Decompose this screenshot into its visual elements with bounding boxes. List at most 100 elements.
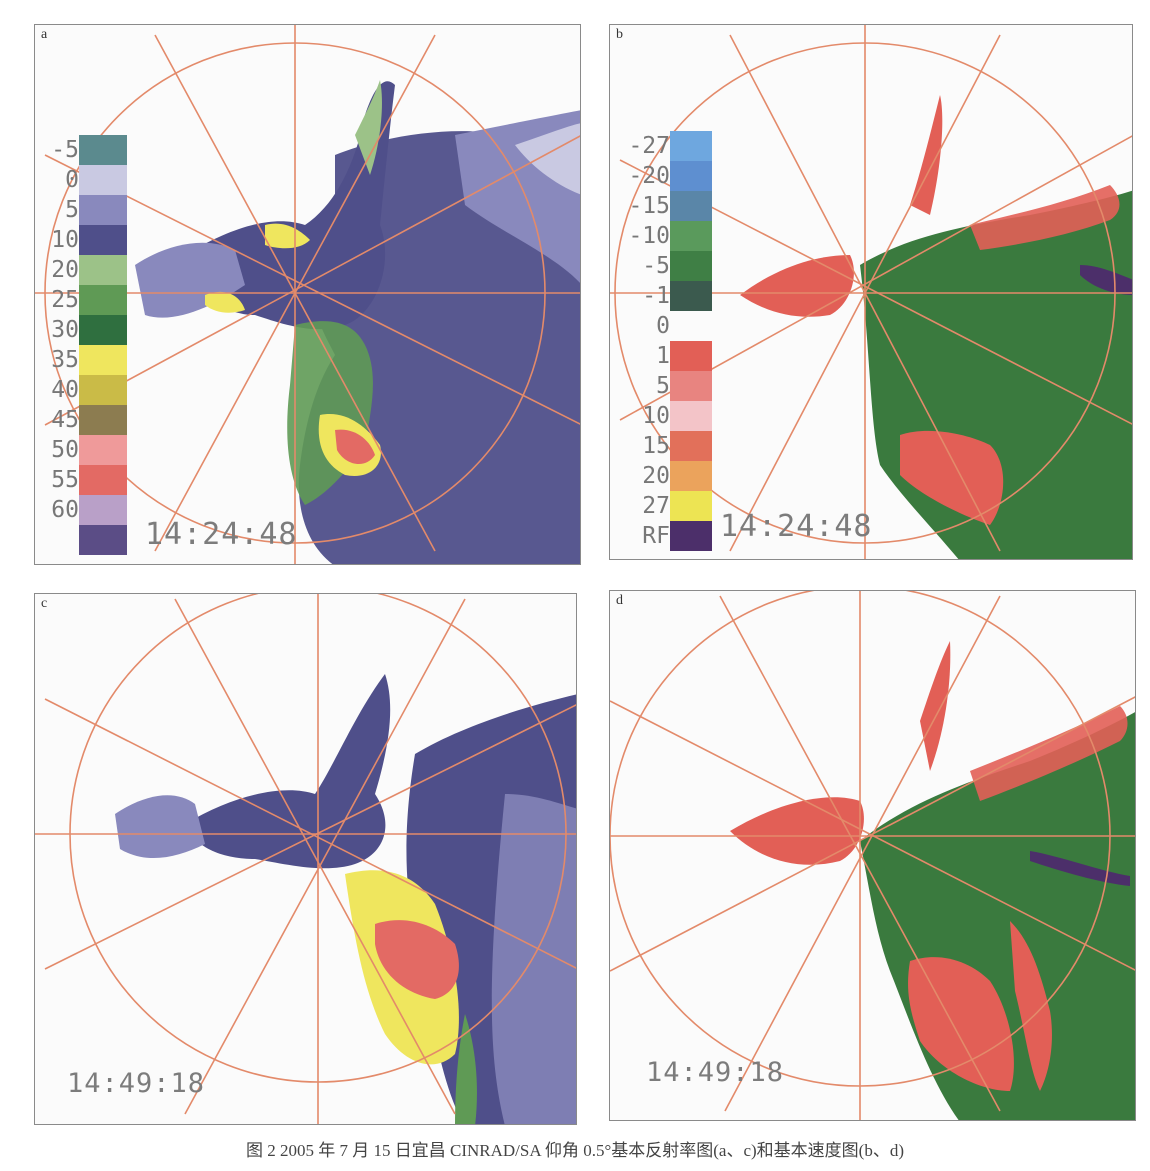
legend-entry: -27 — [618, 131, 712, 161]
legend-swatch — [670, 431, 712, 461]
legend-label: -10 — [628, 223, 670, 249]
legend-entry: 15 — [618, 431, 712, 461]
legend-label: -1 — [642, 283, 670, 309]
legend-label: -27 — [628, 133, 670, 159]
legend-entry: -20 — [618, 161, 712, 191]
legend-swatch — [670, 191, 712, 221]
legend-label: 45 — [51, 407, 79, 433]
legend-label: 20 — [51, 257, 79, 283]
legend-entry: 40 — [43, 375, 127, 405]
legend-entry: 10 — [618, 401, 712, 431]
radar-map-d — [610, 591, 1135, 1120]
legend-label: -15 — [628, 193, 670, 219]
legend-entry: -5 — [43, 135, 127, 165]
legend-label: 1 — [656, 343, 670, 369]
legend-entry — [43, 525, 127, 555]
legend-swatch — [670, 461, 712, 491]
timestamp: 14:49:18 — [67, 1068, 206, 1099]
legend-swatch — [670, 491, 712, 521]
panel-a: a -5 0 5 10 20 25 30 35 40 45 50 55 60 14:24:48 — [34, 24, 581, 565]
legend-swatch — [670, 161, 712, 191]
legend-entry: RF — [618, 521, 712, 551]
legend-swatch — [670, 251, 712, 281]
legend-label: 25 — [51, 287, 79, 313]
legend-label: 5 — [65, 197, 79, 223]
legend-swatch — [670, 371, 712, 401]
legend-swatch — [79, 375, 127, 405]
panel-label: a — [41, 27, 48, 42]
timestamp: 14:24:48 — [145, 517, 298, 552]
legend-swatch — [79, 165, 127, 195]
figure-caption: 图 2 2005 年 7 月 15 日宜昌 CINRAD/SA 仰角 0.5°基… — [246, 1141, 904, 1160]
legend-entry: 35 — [43, 345, 127, 375]
legend-label: RF — [642, 523, 670, 549]
reflectivity-legend: -5 0 5 10 20 25 30 35 40 45 50 55 60 — [43, 135, 127, 555]
legend-swatch — [79, 345, 127, 375]
legend-label: 5 — [656, 373, 670, 399]
panel-label: b — [616, 27, 623, 42]
panel-d: d 14:49:18 — [609, 590, 1136, 1121]
legend-swatch — [670, 131, 712, 161]
legend-entry: 5 — [618, 371, 712, 401]
legend-label: 30 — [51, 317, 79, 343]
legend-swatch — [79, 285, 127, 315]
legend-label: 10 — [642, 403, 670, 429]
legend-swatch — [670, 221, 712, 251]
legend-entry: 45 — [43, 405, 127, 435]
legend-entry: -15 — [618, 191, 712, 221]
legend-entry: 55 — [43, 465, 127, 495]
legend-label: 27 — [642, 493, 670, 519]
panel-b: b -27 -20 -15 -10 -5 -1 0 1 5 10 15 20 27 RF 14:24:48 — [609, 24, 1133, 560]
legend-swatch — [670, 341, 712, 371]
legend-swatch — [79, 435, 127, 465]
legend-entry: -1 — [618, 281, 712, 311]
legend-swatch — [79, 495, 127, 525]
legend-entry: -5 — [618, 251, 712, 281]
legend-label: 50 — [51, 437, 79, 463]
legend-swatch — [670, 281, 712, 311]
legend-entry: 30 — [43, 315, 127, 345]
legend-entry: 27 — [618, 491, 712, 521]
radar-map-a — [35, 25, 580, 564]
panel-c: c 14:49:18 — [34, 593, 577, 1125]
legend-label: 35 — [51, 347, 79, 373]
legend-label: 20 — [642, 463, 670, 489]
velocity-legend: -27 -20 -15 -10 -5 -1 0 1 5 10 15 20 27 RF — [618, 131, 712, 551]
legend-entry: 20 — [618, 461, 712, 491]
legend-entry: 20 — [43, 255, 127, 285]
legend-entry: 10 — [43, 225, 127, 255]
legend-swatch — [79, 405, 127, 435]
panel-label: d — [616, 593, 623, 608]
legend-label: 40 — [51, 377, 79, 403]
legend-swatch — [79, 225, 127, 255]
legend-swatch — [79, 195, 127, 225]
legend-swatch — [79, 465, 127, 495]
legend-entry: 0 — [618, 311, 712, 341]
legend-label: 55 — [51, 467, 79, 493]
legend-label: -5 — [51, 137, 79, 163]
legend-swatch — [79, 315, 127, 345]
legend-label: -5 — [642, 253, 670, 279]
legend-swatch — [79, 135, 127, 165]
legend-entry: -10 — [618, 221, 712, 251]
legend-label: 60 — [51, 497, 79, 523]
legend-entry: 5 — [43, 195, 127, 225]
legend-swatch — [670, 311, 712, 341]
panel-label: c — [41, 596, 48, 611]
radar-map-c — [35, 594, 576, 1124]
legend-label: 10 — [51, 227, 79, 253]
legend-swatch — [670, 401, 712, 431]
legend-entry: 0 — [43, 165, 127, 195]
legend-label: 15 — [642, 433, 670, 459]
timestamp: 14:49:18 — [646, 1057, 785, 1088]
legend-label: 0 — [656, 313, 670, 339]
legend-entry: 1 — [618, 341, 712, 371]
legend-swatch — [79, 525, 127, 555]
legend-swatch — [79, 255, 127, 285]
legend-label: 0 — [65, 167, 79, 193]
legend-entry: 60 — [43, 495, 127, 525]
legend-swatch — [670, 521, 712, 551]
legend-label: -20 — [628, 163, 670, 189]
legend-entry: 25 — [43, 285, 127, 315]
legend-entry: 50 — [43, 435, 127, 465]
